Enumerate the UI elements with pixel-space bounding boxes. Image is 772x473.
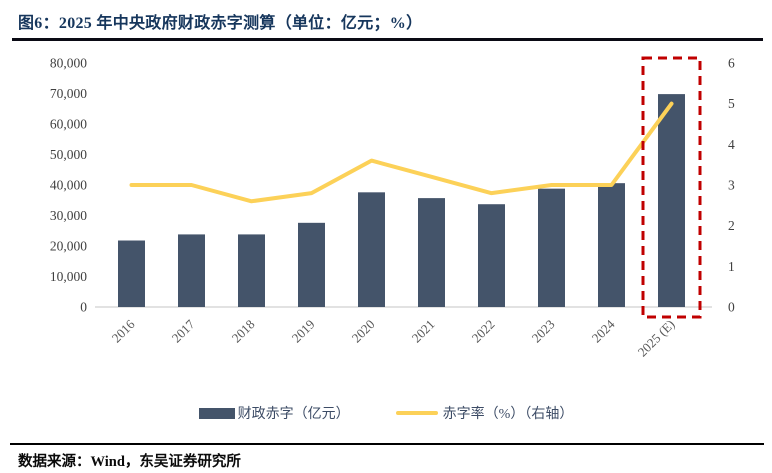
y-axis-right-tick: 5 <box>728 96 735 111</box>
highlight-box-2025e <box>641 56 702 319</box>
y-axis-right-tick: 4 <box>728 137 735 152</box>
y-axis-left-tick: 30,000 <box>50 208 87 223</box>
x-axis-label-2020: 2020 <box>349 317 378 346</box>
y-axis-left-tick: 10,000 <box>50 269 87 284</box>
line-series-swatch <box>395 411 438 415</box>
legend-label-deficit-ratio: 赤字率（%）（右轴） <box>442 407 574 422</box>
x-axis-label-2016: 2016 <box>109 316 138 345</box>
figure-title: 图6：2025 年中央政府财政赤字测算（单位：亿元；%） <box>18 15 423 32</box>
x-axis-label-2019: 2019 <box>289 317 318 346</box>
x-axis-label-2023: 2023 <box>529 317 558 346</box>
bar-2017 <box>178 234 205 307</box>
y-axis-right-tick: 0 <box>728 300 735 315</box>
legend-item-deficit-ratio: 赤字率（%）（右轴） <box>395 403 574 423</box>
x-axis-label-2017: 2017 <box>169 316 198 345</box>
x-axis-label-2021: 2021 <box>409 317 438 346</box>
legend-item-fiscal-deficit: 财政赤字（亿元） <box>198 403 350 423</box>
bar-2024 <box>598 183 625 307</box>
bar-2022 <box>478 204 505 307</box>
bar-2016 <box>118 240 145 307</box>
x-axis-label-2022: 2022 <box>469 317 498 346</box>
data-source: 数据来源：Wind，东吴证券研究所 <box>18 454 241 470</box>
deficit-chart: 0 10,000 20,000 30,000 40,000 50,000 60,000 70,… <box>50 56 735 360</box>
y-axis-left-tick: 60,000 <box>50 117 87 132</box>
bar-2018 <box>238 234 265 307</box>
y-axis-right-tick: 1 <box>728 259 735 274</box>
y-axis-right-tick: 2 <box>728 218 735 233</box>
bar-series-swatch <box>198 407 235 419</box>
y-axis-right-tick: 3 <box>728 178 735 193</box>
x-axis-label-2025E: 2025 (E) <box>635 317 678 360</box>
bar-2021 <box>418 198 445 307</box>
footer-rule <box>10 443 764 445</box>
bar-2020 <box>358 192 385 307</box>
x-axis-label-2018: 2018 <box>229 317 258 346</box>
title-underline <box>12 38 763 41</box>
bar-2025E <box>658 94 685 307</box>
y-axis-left-tick: 70,000 <box>50 86 87 101</box>
x-axis-label-2024: 2024 <box>589 316 618 345</box>
y-axis-left-tick: 50,000 <box>50 147 87 162</box>
deficit-ratio-line <box>129 101 674 204</box>
bar-2023 <box>538 188 565 307</box>
y-axis-left-tick: 0 <box>80 300 87 315</box>
y-axis-left-tick: 20,000 <box>50 239 87 254</box>
legend-label-fiscal-deficit: 财政赤字（亿元） <box>237 407 350 422</box>
chart-legend: 财政赤字（亿元） 赤字率（%）（右轴） <box>0 403 772 423</box>
bar-2019 <box>298 222 325 307</box>
y-axis-left-tick: 40,000 <box>50 178 87 193</box>
y-axis-left-tick: 80,000 <box>50 56 87 71</box>
y-axis-right-tick: 6 <box>728 56 735 71</box>
